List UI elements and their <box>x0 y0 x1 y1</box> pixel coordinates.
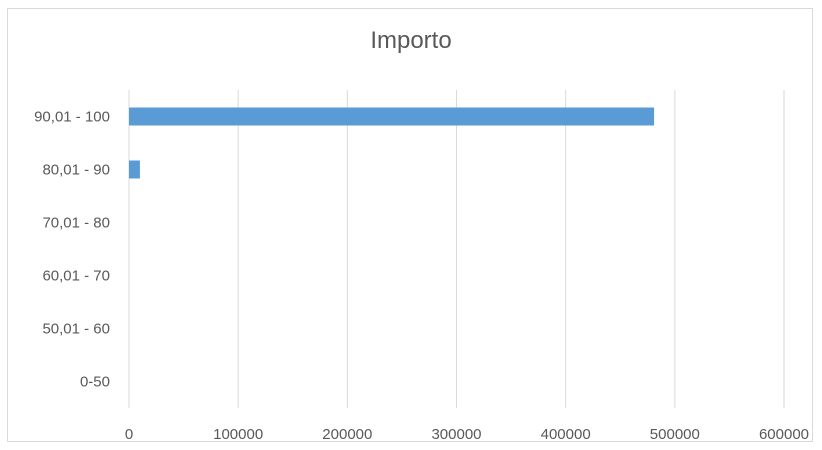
bar-90-01-100 <box>129 107 655 126</box>
x-tick-label: 400000 <box>541 426 591 443</box>
gridlines <box>128 90 785 408</box>
category-label: 0-50 <box>80 374 110 391</box>
category-label: 50,01 - 60 <box>42 321 110 338</box>
category-label: 90,01 - 100 <box>34 109 110 126</box>
category-label: 80,01 - 90 <box>42 162 110 179</box>
x-tick-label: 100000 <box>213 426 263 443</box>
value-axis-labels: 0 100000 200000 300000 400000 500000 600000 <box>125 426 809 443</box>
category-label: 60,01 - 70 <box>42 268 110 285</box>
category-label: 70,01 - 80 <box>42 215 110 232</box>
x-tick-label: 500000 <box>650 426 700 443</box>
chart-title: Importo <box>370 27 452 54</box>
bar-80-01-90 <box>129 160 140 179</box>
x-tick-label: 0 <box>125 426 133 443</box>
x-tick-label: 600000 <box>759 426 809 443</box>
bars <box>129 107 655 179</box>
x-tick-label: 200000 <box>322 426 372 443</box>
x-tick-label: 300000 <box>431 426 481 443</box>
chart-area <box>7 8 813 442</box>
category-labels: 0-50 50,01 - 60 60,01 - 70 70,01 - 80 80,01 … <box>34 109 110 391</box>
